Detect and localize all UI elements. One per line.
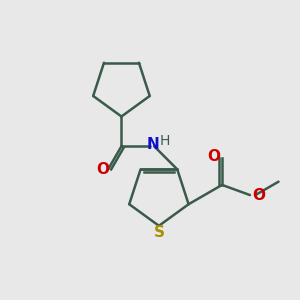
Text: H: H [159, 134, 170, 148]
Text: O: O [207, 149, 220, 164]
Text: S: S [153, 225, 164, 240]
Text: O: O [252, 188, 266, 203]
Text: O: O [96, 162, 109, 177]
Text: N: N [146, 137, 159, 152]
